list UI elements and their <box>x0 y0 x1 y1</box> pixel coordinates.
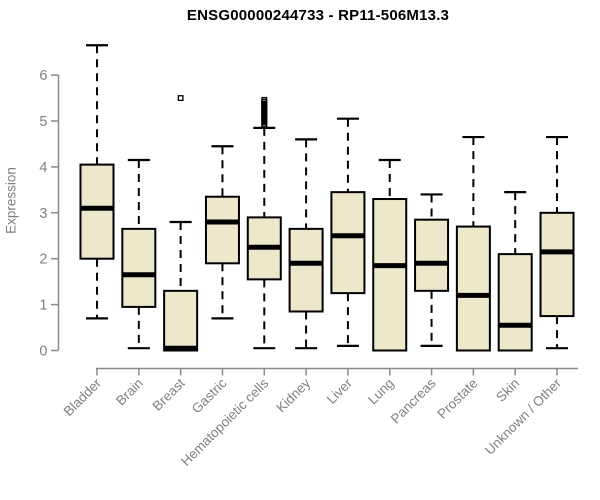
outlier-point <box>177 95 184 101</box>
box-body <box>497 253 533 352</box>
box-breast <box>163 95 199 352</box>
box-body <box>79 163 115 260</box>
x-tick-label-brain: Brain <box>113 376 146 409</box>
chart-title: ENSG00000244733 - RP11-506M13.3 <box>186 7 450 24</box>
box-body <box>372 198 408 352</box>
x-tick-label-bladder: Bladder <box>61 375 105 419</box>
box-liver <box>330 117 366 348</box>
x-tick-label-prostate: Prostate <box>434 376 480 422</box>
box-kidney <box>288 138 324 350</box>
box-body <box>163 289 199 352</box>
y-axis: 0 1 2 3 4 5 6 <box>39 68 60 360</box>
x-tick-label-kidney: Kidney <box>273 375 313 415</box>
x-tick-label-liver: Liver <box>324 375 356 407</box>
x-tick-label-pancreas: Pancreas <box>388 375 439 426</box>
box-body <box>288 227 324 313</box>
y-tick-label: 0 <box>39 344 47 360</box>
box-hematopoietic-cells <box>246 96 282 350</box>
y-tick-label: 2 <box>39 252 47 268</box>
box-bladder <box>79 44 115 320</box>
box-pancreas <box>414 193 450 348</box>
y-tick-label: 6 <box>39 68 47 84</box>
outlier-point <box>261 96 268 103</box>
box-body <box>455 225 491 352</box>
box-body <box>204 195 240 265</box>
box-gastric <box>204 145 240 320</box>
box-unknown-other <box>539 135 575 350</box>
box-body <box>121 227 157 308</box>
box-prostate <box>455 135 491 352</box>
box-body <box>539 211 575 318</box>
box-body <box>330 191 366 295</box>
x-tick-label-lung: Lung <box>365 376 397 408</box>
x-tick-label-skin: Skin <box>493 376 522 405</box>
box-lung <box>372 158 408 352</box>
x-tick-label-unknown-other: Unknown / Other <box>482 375 565 458</box>
x-tick-label-breast: Breast <box>150 375 188 413</box>
y-tick-label: 5 <box>39 114 47 130</box>
box-brain <box>121 158 157 350</box>
x-tick-label-gastric: Gastric <box>189 375 230 416</box>
box-body <box>414 218 450 292</box>
y-tick-label: 1 <box>39 298 47 314</box>
y-tick-label: 3 <box>39 206 47 222</box>
box-skin <box>497 191 533 352</box>
y-tick-label: 4 <box>39 160 47 176</box>
